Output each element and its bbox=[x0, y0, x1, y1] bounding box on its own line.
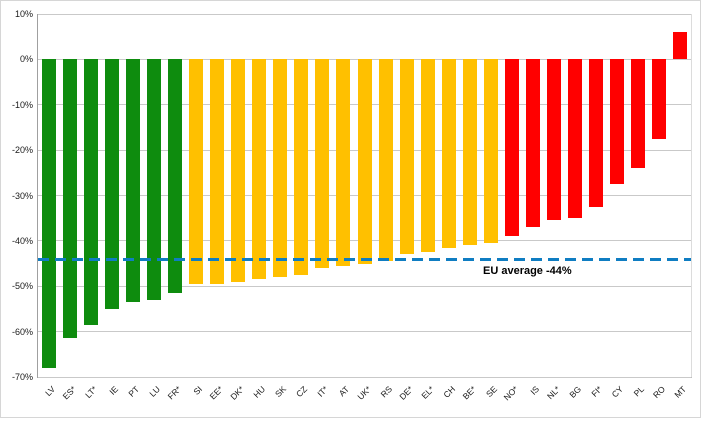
bar-EL bbox=[420, 59, 435, 253]
y-tick-label: -30% bbox=[11, 190, 33, 201]
bar-NL bbox=[547, 59, 562, 221]
bar-PT bbox=[125, 59, 140, 303]
bar-FI bbox=[589, 59, 604, 207]
bar-NO bbox=[504, 59, 519, 237]
gridline bbox=[38, 376, 691, 378]
y-tick-label: -70% bbox=[11, 372, 33, 382]
bar-EE bbox=[210, 59, 225, 284]
bar-BE bbox=[462, 59, 477, 246]
plot-area: EU average -44% bbox=[37, 13, 692, 378]
bar-AT bbox=[336, 59, 351, 266]
bar-SE bbox=[483, 59, 498, 244]
y-tick-label: -20% bbox=[11, 145, 33, 156]
y-tick-label: 10% bbox=[14, 9, 33, 19]
y-tick-label: -40% bbox=[11, 235, 33, 246]
bar-IS bbox=[526, 59, 541, 228]
bar-LV bbox=[41, 59, 56, 368]
y-tick-label: -50% bbox=[11, 281, 33, 292]
eu-average-label: EU average -44% bbox=[483, 265, 572, 278]
y-tick-label: -60% bbox=[11, 326, 33, 337]
bar-LT bbox=[83, 59, 98, 325]
bar-RS bbox=[378, 59, 393, 262]
gridline bbox=[38, 285, 691, 287]
gridline bbox=[38, 13, 691, 15]
y-tick-label: -10% bbox=[11, 99, 33, 110]
bar-IE bbox=[104, 59, 119, 309]
bar-CH bbox=[441, 59, 456, 248]
bar-SI bbox=[188, 59, 203, 284]
eu-average-line bbox=[38, 257, 691, 261]
bar-SK bbox=[273, 59, 288, 278]
bar-UK bbox=[357, 59, 372, 264]
gridline bbox=[38, 331, 691, 333]
bar-HU bbox=[252, 59, 267, 280]
bar-CY bbox=[610, 59, 625, 185]
y-tick-label: 0% bbox=[19, 54, 33, 65]
bar-RO bbox=[652, 59, 667, 139]
bar-ES bbox=[62, 59, 77, 339]
bar-BG bbox=[568, 59, 583, 219]
bar-DE bbox=[399, 59, 414, 255]
bar-FR bbox=[167, 59, 182, 294]
bar-DK bbox=[231, 59, 246, 282]
bar-IT bbox=[315, 59, 330, 269]
bar-PL bbox=[631, 59, 646, 169]
bar-CZ bbox=[294, 59, 309, 275]
bar-MT bbox=[673, 32, 688, 60]
bar-LU bbox=[146, 59, 161, 300]
